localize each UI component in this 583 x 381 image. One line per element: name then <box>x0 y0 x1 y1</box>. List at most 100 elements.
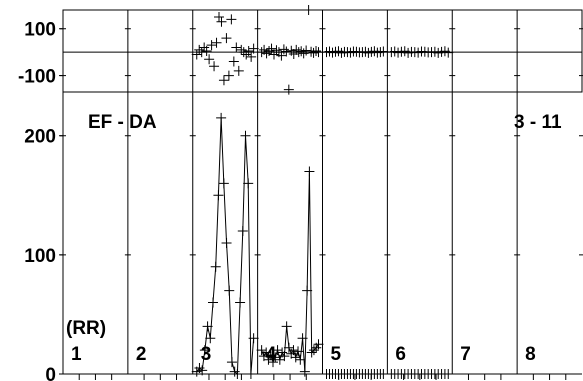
series-point <box>213 190 224 201</box>
top-panel: 100 -100 <box>18 5 583 95</box>
bottom-y-tick-label: 100 <box>24 246 56 267</box>
top-scatter-point <box>216 16 227 27</box>
top-scatter-point <box>243 46 254 56</box>
series-point <box>224 285 235 296</box>
top-scatter-point <box>288 49 299 60</box>
series-point <box>281 321 292 332</box>
top-scatter-point <box>228 56 239 67</box>
series-point <box>299 366 310 377</box>
series-point <box>283 342 294 353</box>
series-point <box>313 339 324 350</box>
top-scatter-point <box>211 37 222 48</box>
series-point <box>272 345 283 356</box>
top-scatter-point <box>223 70 234 81</box>
series-point <box>443 369 454 379</box>
category-label: 8 <box>525 344 536 365</box>
series-point <box>221 237 232 248</box>
category-label: 6 <box>395 344 406 365</box>
series-point <box>308 345 319 356</box>
y-axis-label: (RR) <box>66 318 106 339</box>
series-point <box>229 366 240 377</box>
top-scatter-point <box>298 48 309 59</box>
series-point <box>297 333 308 344</box>
top-scatter-point <box>369 46 380 57</box>
series-point <box>216 112 227 123</box>
series-point <box>205 333 216 344</box>
category-label: 5 <box>331 344 342 365</box>
top-scatter-point <box>206 40 217 51</box>
series-point <box>279 351 290 362</box>
series-line-group-4 <box>261 171 319 372</box>
bottom-y-tick-label: 0 <box>45 365 56 381</box>
series-point <box>268 357 278 368</box>
top-scatter-point <box>276 50 287 61</box>
series-point <box>302 285 313 296</box>
series-point <box>248 333 259 344</box>
top-scatter-point <box>196 47 207 58</box>
series-point <box>290 352 301 363</box>
category-label: 7 <box>460 344 471 365</box>
series-point <box>218 178 229 189</box>
top-scatter-point <box>293 47 304 58</box>
top-scatter-point <box>301 45 312 56</box>
top-scatter-point <box>266 43 277 54</box>
series-point <box>265 349 276 360</box>
series-point <box>197 365 208 376</box>
top-scatter-point <box>333 46 344 57</box>
series-point <box>210 261 221 272</box>
top-scatter-point <box>261 48 272 59</box>
series-point <box>256 345 267 356</box>
top-y-tick-label: -100 <box>18 67 56 88</box>
top-scatter-point <box>296 46 307 57</box>
top-scatter-point <box>291 44 302 55</box>
series-point <box>194 363 205 374</box>
top-scatter-point <box>308 47 319 58</box>
series-point <box>232 369 243 379</box>
top-scatter-point <box>246 51 257 62</box>
top-scatter-point <box>238 47 249 58</box>
panel-annotation: 3 - 11 <box>514 112 562 133</box>
top-scatter-point <box>278 44 289 55</box>
panel-title: EF - DA <box>88 112 157 133</box>
top-scatter-point <box>221 33 232 44</box>
category-label: 1 <box>71 344 82 365</box>
series-point <box>240 130 251 141</box>
top-scatter-point <box>271 45 282 56</box>
top-scatter-point <box>366 46 377 57</box>
series-point <box>208 297 218 308</box>
series-point <box>295 354 306 365</box>
series-point <box>226 357 237 368</box>
series-point <box>237 226 248 237</box>
top-scatter-point <box>311 46 322 56</box>
top-scatter-point <box>268 49 279 60</box>
series-point <box>261 347 272 358</box>
series-point <box>306 347 317 358</box>
top-scatter-point <box>281 46 292 57</box>
top-scatter-point <box>327 47 338 58</box>
series-point <box>293 346 304 357</box>
series-point <box>245 369 256 379</box>
series-point <box>202 321 213 332</box>
top-scatter-point <box>378 46 389 57</box>
top-scatter-point <box>231 42 242 53</box>
top-scatter-point <box>303 5 314 15</box>
top-scatter-point <box>233 65 244 76</box>
series-point <box>304 166 315 177</box>
top-scatter-point <box>375 47 386 58</box>
top-y-tick-label: 100 <box>24 20 56 41</box>
series-point <box>243 178 254 189</box>
series-point <box>199 345 210 356</box>
top-scatter-point <box>363 47 374 58</box>
series-line-group-3 <box>196 117 255 376</box>
top-scatter-point <box>236 44 247 55</box>
series-point <box>288 345 299 356</box>
top-scatter-point <box>204 54 215 65</box>
series-point <box>270 352 281 363</box>
top-scatter-point <box>194 44 205 55</box>
category-label: 2 <box>136 344 147 365</box>
top-scatter-point <box>209 61 220 72</box>
top-scatter-point <box>256 47 267 58</box>
top-scatter-point <box>201 46 212 56</box>
